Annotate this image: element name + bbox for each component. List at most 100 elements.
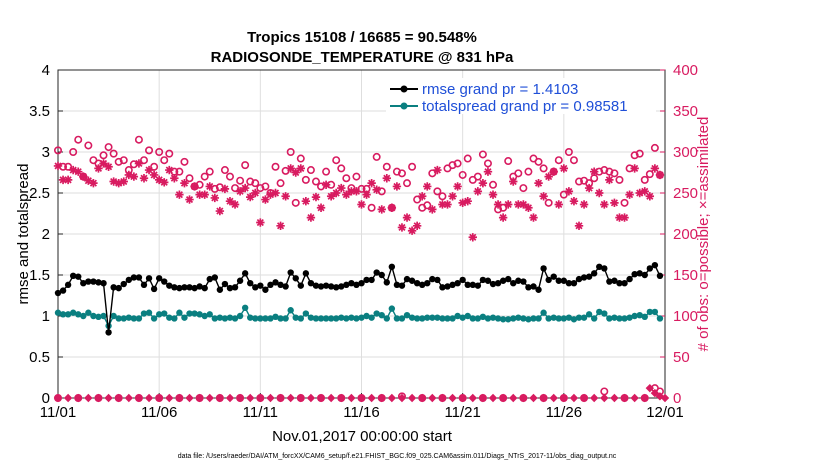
rmse-point [302,270,310,277]
rmse-point [535,286,542,293]
obs-assimilated-point [235,187,245,196]
obs-assimilated-point [99,159,108,168]
obs-assimilated-zero-point [559,393,569,403]
totalspread-point [575,314,583,321]
obs-assimilated-point [412,221,422,230]
obs-assimilated-point [514,200,523,209]
obs-assimilated-zero-point [104,393,113,403]
rmse-point [555,277,562,284]
rmse-point [125,276,133,284]
obs-assimilated-zero-point [397,393,407,403]
x-axis-label: Nov.01,2017 00:00:00 start [272,428,453,445]
y-left-tick-label: 0.5 [29,349,50,366]
rmse-point [64,281,72,289]
rmse-point [216,286,224,293]
y-right-tick-label: 300 [673,144,698,161]
obs-possible-point [650,143,659,152]
obs-assimilated-zero-point [175,393,184,403]
obs-possible-point [564,148,573,157]
obs-assimilated-zero-point [347,393,356,403]
obs-assimilated-zero-point [488,393,498,403]
obs-assimilated-point [625,190,634,199]
rmse-point [580,274,588,281]
totalspread-point [54,309,62,316]
obs-assimilated-point [316,203,326,212]
rmse-point [530,283,537,290]
obs-assimilated-point [326,192,336,201]
obs-assimilated-point [428,205,437,214]
rmse-point [267,281,274,289]
legend-box [386,78,656,114]
rmse-point [388,263,396,270]
obs-assimilated-point [337,183,346,193]
totalspread-point [373,310,380,317]
obs-assimilated-point [529,213,538,222]
obs-possible-point [200,172,209,181]
y-left-tick-label: 2.5 [29,185,50,202]
rmse-point [54,289,62,297]
totalspread-point [580,314,588,321]
obs-assimilated-point [63,175,73,185]
totalspread-point [64,311,72,318]
obs-assimilated-zero-point [53,393,63,403]
rmse-point [383,279,390,286]
obs-assimilated-point [58,175,68,185]
obs-assimilated-zero-point [94,393,103,403]
totalspread-point [616,315,623,322]
rmse-point [393,281,401,289]
totalspread-point [343,315,350,322]
obs-assimilated-zero-point [407,393,417,403]
rmse-point [343,281,350,289]
totalspread-point [590,315,598,322]
obs-assimilated-point [377,205,386,214]
obs-assimilated-point [534,178,543,188]
obs-assimilated-point [332,188,341,198]
totalspread-point [413,315,421,322]
totalspread-point [247,314,254,321]
totalspread-point [656,315,664,322]
obs-possible-point [225,172,234,181]
rmse-point [621,280,628,287]
totalspread-point [474,315,482,322]
totalspread-point [90,312,97,320]
obs-possible-point [261,182,270,191]
rmse-point [368,276,375,284]
obs-assimilated-point [655,170,665,180]
obs-possible-point [478,150,487,159]
obs-possible-point [246,177,255,186]
obs-assimilated-point [483,167,493,176]
totalspread-group [54,304,664,330]
obs-assimilated-zero-point [296,393,305,403]
obs-assimilated-point [271,188,280,198]
totalspread-point [444,315,451,322]
rmse-point [145,275,153,282]
obs-assimilated-point [574,221,584,230]
totalspread-point [176,309,183,316]
totalspread-point [100,312,107,320]
obs-assimilated-zero-point [134,393,144,403]
rmse-point [322,282,330,289]
obs-possible-point [114,157,123,166]
obs-possible-point [119,156,128,165]
obs-assimilated-zero-point [509,393,518,403]
y-left-tick-label: 1 [42,308,50,325]
totalspread-point [555,315,562,322]
obs-assimilated-zero-point [478,393,488,403]
obs-possible-point [241,161,250,170]
obs-assimilated-point [149,170,159,180]
totalspread-point [504,316,512,323]
totalspread-point [585,311,593,318]
rmse-point [499,277,507,284]
totalspread-point [327,315,335,322]
totalspread-point [262,315,269,322]
obs-possible-point [165,149,174,158]
y-axis-left-label: rmse and totalspread [15,164,32,305]
obs-assimilated-point [493,200,503,209]
obs-assimilated-point [160,178,169,187]
rmse-point [110,284,117,291]
obs-assimilated-point [286,164,295,173]
totalspread-point [565,314,573,321]
y-right-tick-label: 350 [673,103,698,120]
obs-assimilated-zero-point [600,393,609,403]
totalspread-point [171,315,178,322]
